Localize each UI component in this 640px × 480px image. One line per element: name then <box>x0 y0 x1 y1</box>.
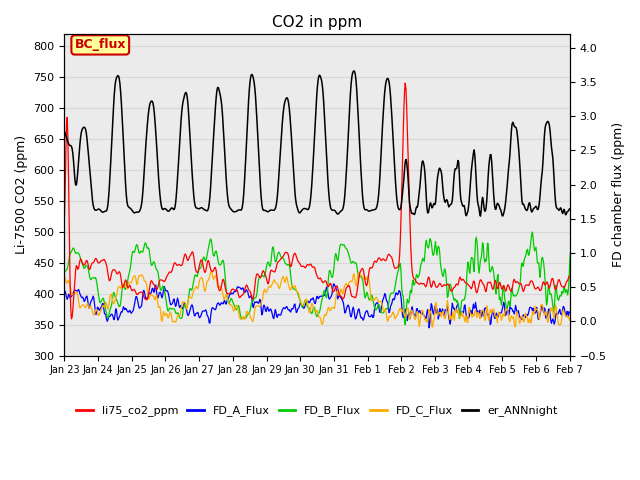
Y-axis label: Li-7500 CO2 (ppm): Li-7500 CO2 (ppm) <box>15 135 28 254</box>
Y-axis label: FD chamber flux (ppm): FD chamber flux (ppm) <box>612 122 625 267</box>
Title: CO2 in ppm: CO2 in ppm <box>272 15 362 30</box>
Legend: li75_co2_ppm, FD_A_Flux, FD_B_Flux, FD_C_Flux, er_ANNnight: li75_co2_ppm, FD_A_Flux, FD_B_Flux, FD_C… <box>72 401 562 421</box>
Text: BC_flux: BC_flux <box>74 38 126 51</box>
